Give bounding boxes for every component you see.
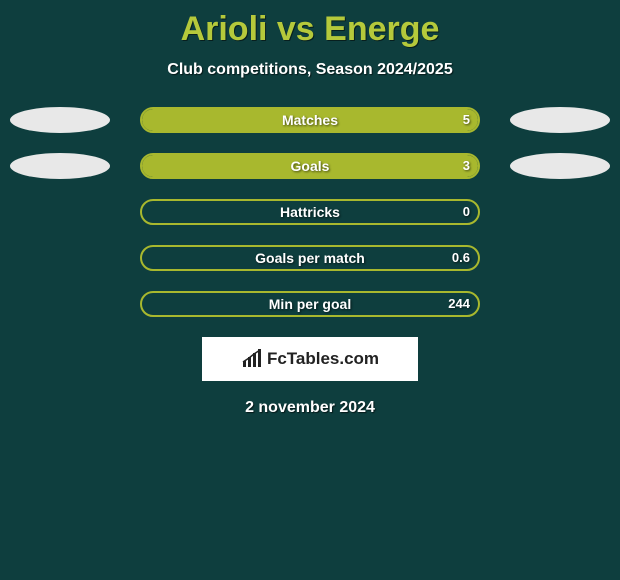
stat-row: Matches 5 [0, 107, 620, 133]
bar-fill-right [142, 109, 478, 131]
left-marker-ellipse [10, 107, 110, 133]
bar-track [140, 153, 480, 179]
bar-chart-icon [241, 349, 263, 369]
bar-track [140, 291, 480, 317]
stat-row: Goals 3 [0, 153, 620, 179]
logo-text: FcTables.com [267, 349, 379, 369]
bar-track [140, 199, 480, 225]
fctables-logo[interactable]: FcTables.com [202, 337, 418, 381]
right-marker-ellipse [510, 107, 610, 133]
right-marker-ellipse [510, 153, 610, 179]
stat-row: Min per goal 244 [0, 291, 620, 317]
bar-track [140, 245, 480, 271]
bar-track [140, 107, 480, 133]
bar-fill-right [142, 155, 478, 177]
page-title: Arioli vs Energe [0, 0, 620, 49]
comparison-chart: Matches 5 Goals 3 Hattricks 0 Goals pe [0, 107, 620, 317]
stat-row: Hattricks 0 [0, 199, 620, 225]
left-marker-ellipse [10, 153, 110, 179]
date-label: 2 november 2024 [0, 399, 620, 417]
subtitle: Club competitions, Season 2024/2025 [0, 61, 620, 79]
stat-row: Goals per match 0.6 [0, 245, 620, 271]
